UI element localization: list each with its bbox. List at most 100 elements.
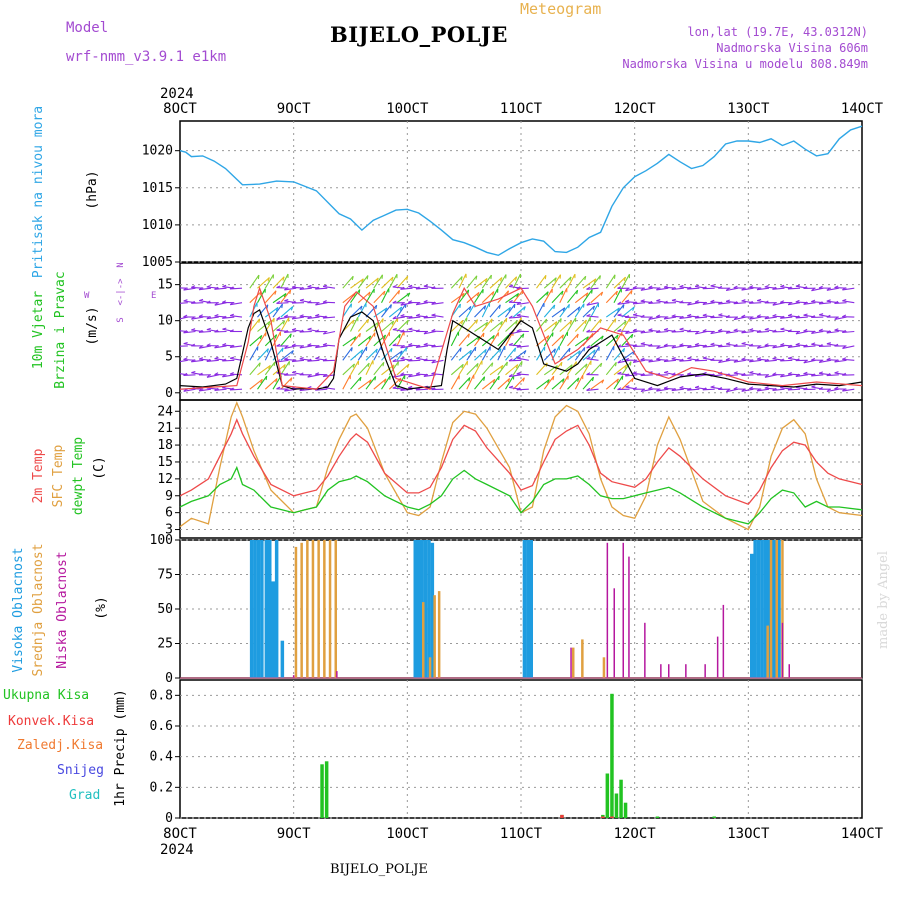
- time-label-top-0: 8OCT: [163, 101, 197, 117]
- wind-arrow-head-75-3: [749, 343, 754, 347]
- wind-arrow-head-64-4: [663, 327, 669, 331]
- wind-arrow-head-68-5: [694, 315, 699, 319]
- wind-arrow-head-8-2: [230, 356, 235, 359]
- wind-arrow-head-19-4: [315, 329, 320, 333]
- wind-arrow-head-2-5: [183, 314, 188, 318]
- cloud-mid-bar-1: [300, 542, 303, 678]
- wind-arrow-head-84-7: [818, 285, 823, 289]
- cloud-mid-bar-13: [581, 639, 584, 678]
- wind-arrow-head-56-7: [623, 276, 627, 282]
- wind-arrow-26-5: [381, 304, 392, 318]
- wind-arrow-head-12-4: [282, 320, 286, 325]
- cloud-low-bar-14: [781, 622, 784, 678]
- wind-arrow-4-4: [198, 330, 212, 333]
- wind-arrow-73-2: [733, 359, 746, 363]
- compass-axis: <-|->: [116, 278, 126, 306]
- wind-arrow-13-4: [280, 317, 290, 332]
- wind-arrow-78-3: [772, 345, 785, 349]
- wind-arrow-head-67-5: [687, 313, 692, 317]
- wind-arrow-5-2: [206, 359, 219, 362]
- wind-arrow-11-0: [264, 378, 278, 390]
- wind-arrow-54-7: [586, 287, 599, 290]
- wind-arrow-17-4: [299, 330, 312, 333]
- wind-arrow-head-25-3: [383, 334, 387, 339]
- wind-arrow-head-34-7: [431, 286, 436, 289]
- wind-arrow-17-7: [299, 287, 312, 291]
- wind-arrow-27-4: [388, 317, 399, 332]
- wind-arrow-head-55-6: [615, 290, 618, 296]
- wind-arrow-head-8-4: [229, 329, 234, 332]
- wind-arrow-head-85-6: [826, 299, 831, 302]
- wind-arrow-head-29-5: [392, 316, 397, 320]
- wind-arrow-24-5: [365, 304, 378, 318]
- wind-arrow-34-5: [431, 314, 444, 318]
- wind-arrow-head-7-6: [222, 300, 227, 303]
- ytick-label-precip-1: 0.2: [150, 780, 173, 795]
- wind-arrow-head-79-2: [780, 358, 784, 362]
- wind-arrow-57-1: [621, 361, 632, 376]
- wind-arrow-head-1-3: [176, 344, 180, 346]
- wind-arrow-17-3: [299, 345, 312, 349]
- wind-arrow-head-61-3: [640, 342, 645, 345]
- wind-arrow-73-5: [733, 316, 746, 321]
- precip-total-bar-3: [601, 814, 605, 818]
- wind-arrow-41-1: [497, 361, 508, 376]
- wind-arrow-head-62-5: [648, 316, 653, 320]
- wind-arrow-head-78-6: [772, 302, 777, 306]
- wind-arrow-head-64-6: [663, 300, 668, 304]
- wind-arrow-head-38-5: [483, 305, 487, 310]
- wind-arrow-40-7: [489, 277, 503, 289]
- wind-arrow-head-70-2: [710, 358, 715, 361]
- wind-arrow-head-53-3: [601, 335, 604, 340]
- precip-total-bar-9: [655, 816, 660, 818]
- wind-arrow-32-7: [415, 287, 429, 290]
- wind-arrow-34-1: [431, 373, 444, 376]
- wind-arrow-head-55-7: [613, 274, 616, 279]
- wind-arrow-head-71-6: [718, 301, 722, 305]
- ytick-label-temperature-0: 3: [165, 523, 173, 538]
- wind-arrow-0-6: [180, 302, 181, 303]
- wind-arrow-33-5: [423, 316, 436, 319]
- wind-arrow-37-6: [466, 291, 480, 304]
- wind-arrow-47-6: [543, 288, 553, 303]
- wind-arrow-head-73-4: [733, 328, 738, 332]
- wind-arrow-14-5: [276, 316, 289, 320]
- pressure-label: Pritisak na nivou mora: [31, 106, 46, 278]
- wind-arrow-head-2-3: [183, 341, 188, 345]
- wind-arrow-75-6: [749, 302, 762, 304]
- wind-arrow-head-78-7: [772, 286, 777, 290]
- wind-arrow-head-77-1: [764, 374, 769, 378]
- wind-arrow-8-0: [229, 388, 243, 391]
- wind-arrow-head-30-2: [400, 356, 405, 360]
- cloud-low-bar-9: [668, 664, 670, 678]
- wind-arrow-23-6: [357, 291, 371, 304]
- wind-arrow-37-3: [466, 335, 480, 347]
- cloud-mid-label: Srednja Oblacnost: [31, 543, 46, 676]
- wind-arrow-head-69-6: [702, 301, 707, 305]
- cloud-low-bar-7: [644, 622, 646, 678]
- wind-arrow-6-6: [214, 302, 227, 306]
- wind-arrow-head-34-0: [431, 387, 436, 391]
- wind-arrow-head-31-5: [408, 315, 412, 319]
- wind-arrow-61-4: [640, 330, 653, 334]
- precip-total-bar-10: [712, 816, 716, 818]
- compass-east: E: [151, 291, 156, 301]
- wind-arrow-head-33-4: [423, 330, 428, 335]
- wind-arrow-head-9-1: [258, 362, 261, 367]
- wind-arrow-head-28-6: [407, 292, 411, 297]
- wind-arrow-head-55-5: [617, 307, 620, 312]
- wind-arrow-head-8-6: [229, 301, 234, 306]
- cloud-mid-bar-15: [766, 625, 769, 678]
- wind-arrow-head-74-2: [741, 357, 746, 361]
- wind-arrow-9-1: [249, 362, 261, 376]
- cloud-high-label: Visoka Oblacnost: [11, 547, 26, 672]
- wind-arrow-49-5: [559, 303, 570, 318]
- ytick-label-wind-2: 10: [157, 314, 173, 329]
- wind-arrow-head-81-2: [795, 358, 800, 362]
- wind-arrow-head-82-5: [803, 313, 808, 316]
- cloud-high-bar-6: [271, 581, 275, 678]
- wind-arrow-head-43-0: [522, 377, 525, 382]
- wind-arrow-26-0: [381, 375, 391, 390]
- wind-arrow-58-2: [617, 359, 630, 364]
- wind-arrow-head-25-7: [381, 274, 384, 279]
